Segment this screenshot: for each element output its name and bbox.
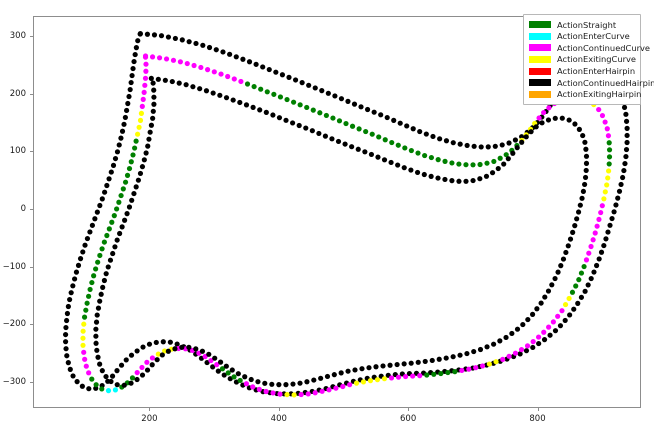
x-tick-mark bbox=[278, 408, 280, 411]
x-tick-label: 200 bbox=[141, 414, 158, 424]
legend-color-swatch bbox=[529, 67, 551, 75]
legend-color-swatch bbox=[529, 56, 551, 64]
y-tick-mark bbox=[30, 36, 33, 38]
x-tick-mark bbox=[149, 408, 151, 411]
x-tick-label: 400 bbox=[270, 414, 287, 424]
legend-item-actioncontinuedhairpin[interactable]: ActionContinuedHairpin bbox=[529, 77, 654, 89]
y-tick-mark bbox=[30, 266, 33, 268]
legend-item-label: ActionExitingCurve bbox=[557, 54, 637, 65]
y-tick-label: −100 bbox=[2, 261, 26, 272]
legend-item-actionentercurve[interactable]: ActionEnterCurve bbox=[529, 31, 635, 43]
track-scatter-canvas bbox=[62, 31, 630, 398]
legend-item-label: ActionEnterCurve bbox=[557, 31, 630, 42]
legend-item-actionexitinghairpin[interactable]: ActionExitingHairpin bbox=[529, 89, 641, 101]
legend-item-actionstraight[interactable]: ActionStraight bbox=[529, 19, 635, 31]
x-tick-mark bbox=[408, 408, 410, 411]
legend-color-swatch bbox=[529, 90, 551, 98]
x-tick-mark bbox=[537, 408, 539, 411]
legend-item-label: ActionContinuedHairpin bbox=[557, 77, 654, 88]
legend-color-swatch bbox=[529, 44, 551, 52]
y-tick-mark bbox=[30, 324, 33, 326]
y-tick-label: 300 bbox=[9, 31, 26, 42]
legend-item-label: ActionStraight bbox=[557, 19, 617, 30]
legend-color-swatch bbox=[529, 21, 551, 29]
y-tick-label: 200 bbox=[9, 88, 26, 99]
legend-item-actionexitingcurve[interactable]: ActionExitingCurve bbox=[529, 54, 637, 66]
racing-line bbox=[80, 53, 613, 398]
legend: ActionStraight ActionEnterCurve ActionCont… bbox=[523, 14, 654, 106]
y-tick-mark bbox=[30, 93, 33, 95]
y-tick-label: 100 bbox=[9, 146, 26, 157]
y-tick-mark bbox=[30, 151, 33, 153]
y-tick-mark bbox=[30, 382, 33, 384]
y-tick-label: −300 bbox=[2, 377, 26, 388]
legend-color-swatch bbox=[529, 79, 551, 87]
y-tick-mark bbox=[30, 209, 33, 211]
inner-boundary bbox=[93, 75, 590, 388]
x-tick-label: 800 bbox=[529, 414, 546, 424]
y-tick-label: −200 bbox=[2, 319, 26, 330]
x-tick-label: 600 bbox=[400, 414, 417, 424]
legend-color-swatch bbox=[529, 32, 551, 40]
legend-item-label: ActionEnterHairpin bbox=[557, 66, 636, 77]
legend-item-actioncontinuedcurve[interactable]: ActionContinuedCurve bbox=[529, 42, 650, 54]
legend-item-label: ActionExitingHairpin bbox=[557, 89, 642, 100]
legend-item-label: ActionContinuedCurve bbox=[557, 42, 651, 53]
legend-item-actionenterhairpin[interactable]: ActionEnterHairpin bbox=[529, 65, 635, 77]
y-tick-label: 0 bbox=[20, 204, 26, 215]
